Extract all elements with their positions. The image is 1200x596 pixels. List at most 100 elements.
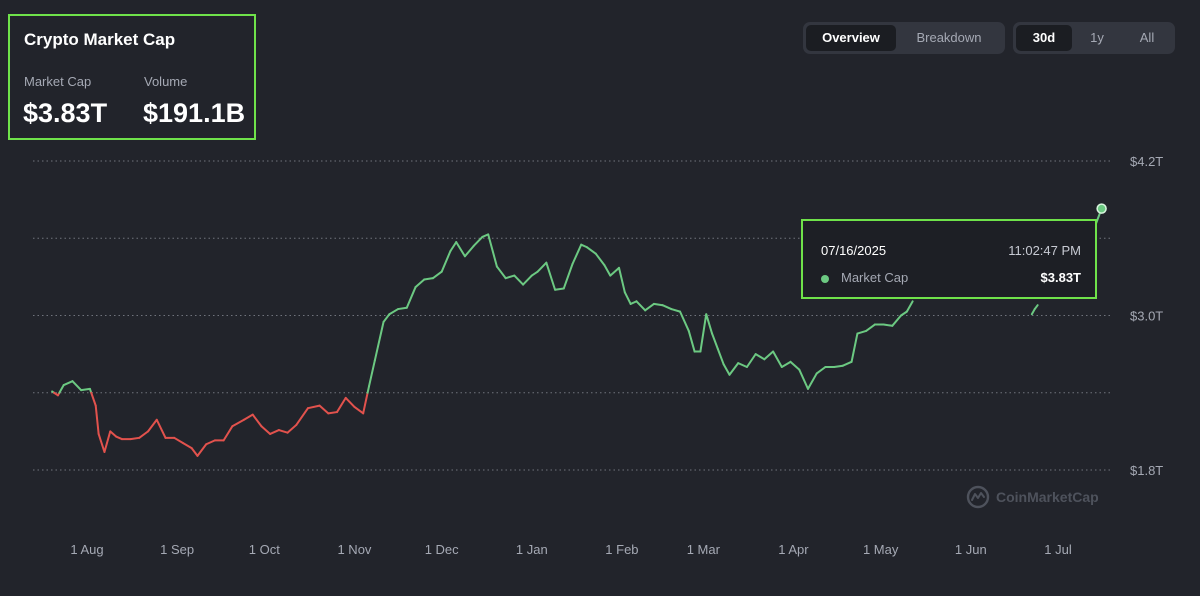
series-line-segment xyxy=(481,233,490,238)
series-line-segment xyxy=(865,323,876,332)
view-toggle: Overview Breakdown xyxy=(803,22,1005,54)
series-line-segment xyxy=(269,429,280,435)
series-line-segment xyxy=(382,313,391,323)
series-line-segment xyxy=(103,430,112,453)
x-tick-label: 1 May xyxy=(863,542,899,557)
series-line-segment xyxy=(295,407,309,426)
series-line-segment xyxy=(789,360,801,371)
series-line-segment xyxy=(833,364,844,368)
y-axis: $4.2T $3.0T $1.8T xyxy=(1130,154,1163,478)
series-line-segment xyxy=(530,270,539,277)
x-axis: 1 Aug 1 Sep 1 Oct 1 Nov 1 Dec 1 Jan 1 Feb 1 Mar… xyxy=(70,542,1071,557)
series-line-segment xyxy=(545,261,557,291)
series-line-segment xyxy=(737,362,748,368)
series-line-segment xyxy=(711,332,719,350)
series-line-segment xyxy=(623,291,632,305)
x-tick-label: 1 Mar xyxy=(687,542,721,557)
series-line-segment xyxy=(472,235,484,247)
series-line-segment xyxy=(728,362,740,376)
volume-value: $191.1B xyxy=(143,98,246,128)
series-line-segment xyxy=(405,286,417,309)
x-tick-label: 1 Dec xyxy=(425,542,459,557)
series-line-segment xyxy=(850,332,859,363)
highlighted-point[interactable] xyxy=(1096,203,1107,214)
range-all-button[interactable]: All xyxy=(1139,30,1155,45)
series-line-segment xyxy=(58,384,65,394)
market-cap-label: Market Cap xyxy=(24,74,92,89)
chart-title: Crypto Market Cap xyxy=(24,30,176,49)
series-line-segment xyxy=(571,243,583,265)
series-line-segment xyxy=(891,314,903,327)
market-cap-value: $3.83T xyxy=(23,98,108,128)
y-tick-label: $3.0T xyxy=(1130,309,1163,324)
series-line-segment xyxy=(318,404,330,415)
series-line-segment xyxy=(129,436,141,441)
series-line-segment xyxy=(344,396,356,408)
series-line-segment xyxy=(138,430,150,439)
series-line-segment xyxy=(463,244,475,258)
series-line-segment xyxy=(373,320,385,362)
series-line-segment xyxy=(97,432,106,453)
x-tick-label: 1 Jul xyxy=(1044,542,1072,557)
tooltip-time: 11:02:47 PM xyxy=(1008,243,1081,258)
series-line-segment xyxy=(806,372,818,390)
range-30d-button[interactable]: 30d xyxy=(1016,25,1072,51)
range-1y-button[interactable]: 1y xyxy=(1090,30,1104,45)
series-line-segment xyxy=(362,391,369,415)
series-line-segment xyxy=(522,274,533,286)
range-toggle: 30d 1y All xyxy=(1013,22,1175,54)
series-line-segment xyxy=(336,396,347,414)
series-line-segment xyxy=(536,261,548,273)
series-line-segment xyxy=(856,329,868,335)
series-line-segment xyxy=(327,411,339,415)
x-tick-label: 1 Aug xyxy=(70,542,103,557)
series-line-segment xyxy=(594,252,606,267)
market-cap-series xyxy=(51,207,1103,457)
series-line-segment xyxy=(80,387,91,392)
series-line-segment xyxy=(423,277,434,281)
series-line-segment xyxy=(260,425,272,435)
series-line-segment xyxy=(242,413,254,421)
series-line-segment xyxy=(772,350,783,368)
series-line-segment xyxy=(196,443,208,457)
series-line-segment xyxy=(586,246,597,255)
series-line-segment xyxy=(905,300,914,313)
series-line-segment xyxy=(109,430,118,438)
tooltip-date: 07/16/2025 xyxy=(821,243,887,258)
series-line-segment xyxy=(90,391,97,407)
series-line-segment xyxy=(62,380,74,387)
series-line-segment xyxy=(487,233,498,268)
series-line-segment xyxy=(173,436,184,444)
series-line-segment xyxy=(580,243,589,249)
series-line-segment xyxy=(1033,304,1039,311)
series-line-segment xyxy=(629,300,638,305)
series-line-segment xyxy=(440,250,452,273)
series-line-segment xyxy=(71,380,83,392)
series-line-segment xyxy=(815,366,827,375)
x-tick-label: 1 Jan xyxy=(516,542,548,557)
series-line-segment xyxy=(661,304,673,311)
series-line-segment xyxy=(900,310,908,317)
series-line-segment xyxy=(705,313,714,335)
series-line-segment xyxy=(205,439,216,446)
series-line-segment xyxy=(449,241,458,253)
series-line-segment xyxy=(841,360,853,367)
watermark-text: CoinMarketCap xyxy=(996,489,1099,505)
coinmarketcap-watermark: CoinMarketCap xyxy=(966,485,1099,509)
series-line-segment xyxy=(222,425,234,442)
series-line-segment xyxy=(495,265,507,280)
series-line-segment xyxy=(431,270,443,280)
x-tick-label: 1 Jun xyxy=(955,542,987,557)
tooltip-value: $3.83T xyxy=(1040,270,1081,285)
series-line-segment xyxy=(286,423,298,434)
series-line-segment xyxy=(513,274,525,286)
series-dot-icon xyxy=(821,275,829,283)
series-line-segment xyxy=(155,418,167,439)
market-stats-panel: Crypto Market Cap Market Cap Volume $3.8… xyxy=(8,14,256,140)
hover-tooltip: 07/16/2025 11:02:47 PM Market Cap $3.83T xyxy=(801,219,1097,299)
x-tick-label: 1 Sep xyxy=(160,542,194,557)
series-line-segment xyxy=(94,404,100,435)
tab-breakdown[interactable]: Breakdown xyxy=(916,30,982,45)
tab-overview[interactable]: Overview xyxy=(806,25,896,51)
